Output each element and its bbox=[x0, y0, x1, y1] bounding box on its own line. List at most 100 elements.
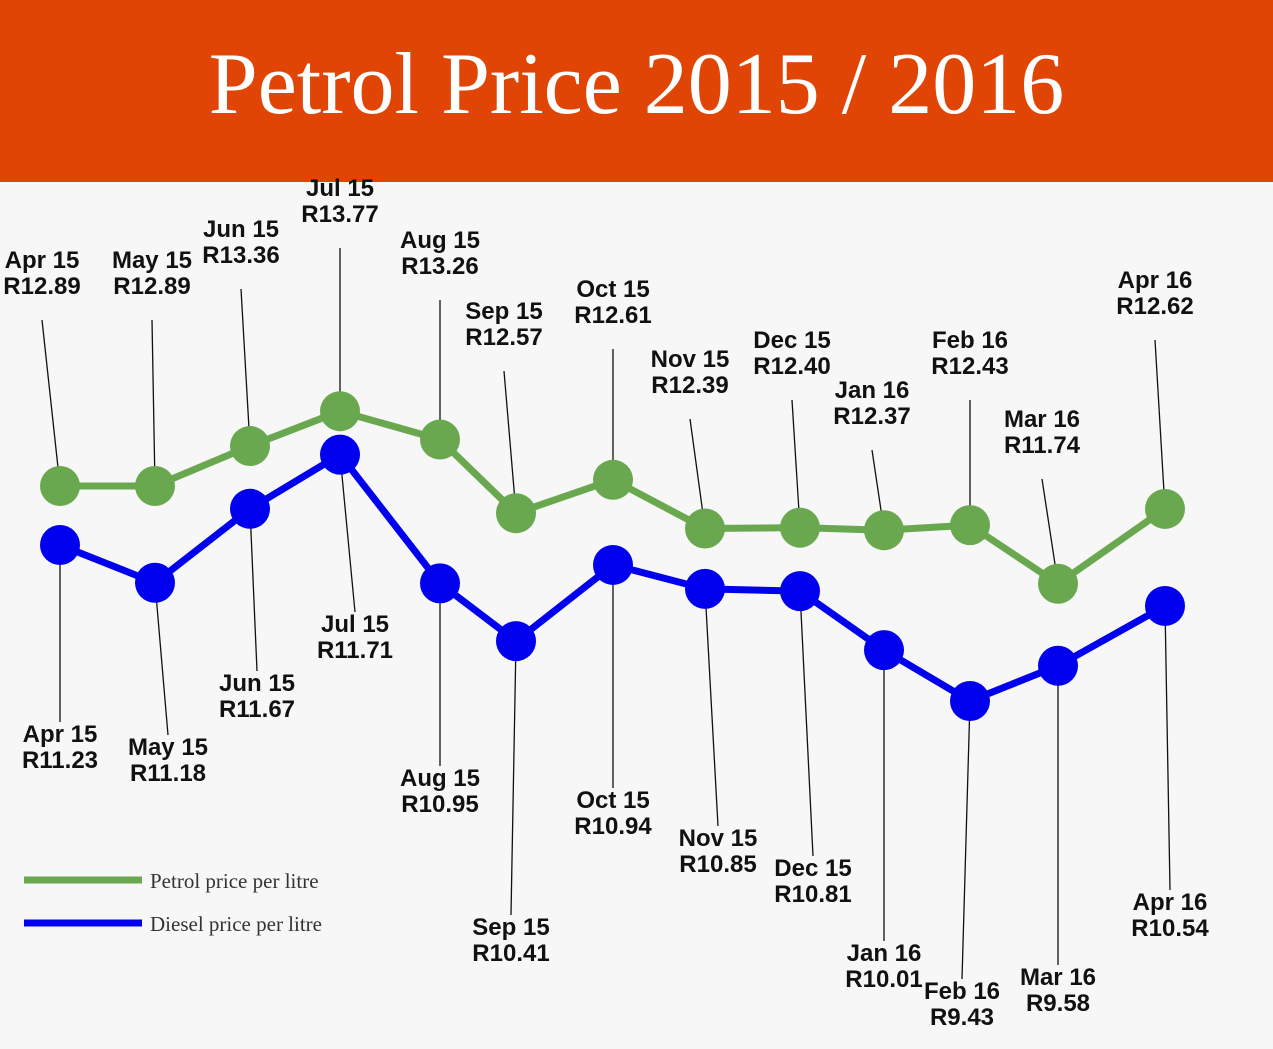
diesel-price-label: R10.54 bbox=[1131, 915, 1209, 942]
diesel-month-label: Mar 16 bbox=[1020, 964, 1096, 991]
petrol-point-may-15 bbox=[135, 466, 175, 506]
diesel-month-label: Apr 15 bbox=[23, 721, 98, 748]
diesel-leader-line bbox=[799, 591, 814, 857]
petrol-point-mar-16 bbox=[1038, 563, 1078, 604]
petrol-month-label: Mar 16 bbox=[1004, 406, 1080, 433]
petrol-month-label: Aug 15 bbox=[400, 227, 480, 254]
diesel-price-label: R11.18 bbox=[130, 760, 206, 787]
petrol-month-label: Jan 16 bbox=[835, 377, 910, 404]
diesel-month-label: Feb 16 bbox=[924, 978, 1000, 1005]
diesel-price-label: R9.43 bbox=[930, 1004, 994, 1031]
petrol-leader-line bbox=[151, 319, 156, 487]
petrol-month-label: Apr 16 bbox=[1118, 267, 1193, 294]
petrol-month-label: Sep 15 bbox=[465, 298, 542, 325]
diesel-month-label: Apr 16 bbox=[1133, 889, 1208, 916]
petrol-price-label: R11.74 bbox=[1004, 432, 1081, 459]
petrol-month-label: Jul 15 bbox=[306, 175, 374, 202]
petrol-price-label: R13.26 bbox=[401, 253, 478, 280]
petrol-month-label: Jun 15 bbox=[203, 216, 279, 243]
petrol-point-aug-15 bbox=[420, 419, 460, 460]
diesel-month-label: Jun 15 bbox=[219, 670, 295, 697]
diesel-leader-line bbox=[339, 454, 356, 613]
diesel-month-label: Jan 16 bbox=[847, 940, 922, 967]
diesel-month-label: Jul 15 bbox=[321, 611, 389, 638]
title-banner: Petrol Price 2015 / 2016 bbox=[0, 0, 1273, 182]
diesel-point-mar-16 bbox=[1038, 645, 1078, 686]
legend: Petrol price per litre Diesel price per l… bbox=[24, 869, 322, 936]
petrol-month-label: Apr 15 bbox=[5, 247, 80, 274]
petrol-price-label: R12.62 bbox=[1116, 293, 1193, 320]
diesel-price-label: R10.81 bbox=[774, 881, 851, 908]
diesel-month-label: Oct 15 bbox=[576, 787, 649, 814]
petrol-price-label: R12.89 bbox=[3, 273, 80, 300]
petrol-price-label: R13.77 bbox=[301, 201, 378, 228]
petrol-leader-line bbox=[503, 370, 517, 514]
diesel-point-oct-15 bbox=[593, 544, 633, 585]
petrol-point-sep-15 bbox=[496, 493, 536, 534]
diesel-month-label: Dec 15 bbox=[774, 855, 851, 882]
diesel-leader-line bbox=[154, 582, 169, 736]
petrol-point-apr-15 bbox=[40, 466, 80, 506]
petrol-price-label: R12.57 bbox=[465, 324, 542, 351]
diesel-month-label: Aug 15 bbox=[400, 765, 480, 792]
petrol-point-dec-15 bbox=[780, 507, 820, 548]
petrol-price-label: R12.40 bbox=[753, 353, 830, 380]
petrol-leader-line bbox=[41, 319, 61, 487]
chart-title: Petrol Price 2015 / 2016 bbox=[208, 36, 1065, 133]
petrol-month-label: Oct 15 bbox=[576, 276, 649, 303]
diesel-leader-line bbox=[249, 508, 258, 672]
petrol-legend-label: Petrol price per litre bbox=[150, 869, 319, 893]
diesel-point-jun-15 bbox=[230, 488, 270, 529]
diesel-point-dec-15 bbox=[780, 571, 820, 612]
diesel-price-label: R10.85 bbox=[679, 851, 756, 878]
diesel-month-label: Sep 15 bbox=[472, 914, 549, 941]
diesel-leader-line bbox=[1164, 605, 1171, 891]
petrol-price-label: R12.89 bbox=[113, 273, 190, 300]
petrol-point-jan-16 bbox=[864, 510, 904, 551]
petrol-leader-line bbox=[1154, 339, 1166, 509]
petrol-month-label: Feb 16 bbox=[932, 327, 1008, 354]
diesel-point-nov-15 bbox=[685, 568, 725, 609]
petrol-point-feb-16 bbox=[950, 505, 990, 546]
petrol-price-label: R13.36 bbox=[202, 242, 279, 269]
diesel-leader-line bbox=[961, 700, 971, 980]
petrol-month-label: May 15 bbox=[112, 247, 192, 274]
petrol-month-label: Dec 15 bbox=[753, 327, 830, 354]
diesel-price-label: R9.58 bbox=[1026, 990, 1090, 1017]
diesel-price-label: R10.41 bbox=[472, 940, 549, 967]
petrol-point-jul-15 bbox=[320, 391, 360, 432]
petrol-price-label: R12.39 bbox=[651, 372, 728, 399]
diesel-month-label: Nov 15 bbox=[679, 825, 758, 852]
diesel-point-apr-16 bbox=[1145, 585, 1185, 626]
diesel-point-jul-15 bbox=[320, 434, 360, 475]
diesel-point-aug-15 bbox=[420, 563, 460, 604]
petrol-leader-line bbox=[240, 288, 251, 447]
petrol-month-label: Nov 15 bbox=[651, 346, 730, 373]
diesel-legend-label: Diesel price per litre bbox=[150, 912, 322, 936]
diesel-price-label: R10.01 bbox=[845, 966, 922, 993]
diesel-leader-line bbox=[704, 588, 719, 827]
diesel-point-sep-15 bbox=[496, 621, 536, 662]
series-points bbox=[40, 391, 1185, 721]
petrol-price-label: R12.61 bbox=[574, 302, 651, 329]
petrol-point-oct-15 bbox=[593, 459, 633, 500]
diesel-point-jan-16 bbox=[864, 630, 904, 671]
diesel-price-label: R11.71 bbox=[317, 637, 393, 664]
petrol-point-nov-15 bbox=[685, 508, 725, 549]
diesel-price-label: R11.23 bbox=[22, 747, 98, 774]
petrol-price-label: R12.43 bbox=[931, 353, 1008, 380]
diesel-month-label: May 15 bbox=[128, 734, 208, 761]
diesel-price-label: R10.95 bbox=[401, 791, 478, 818]
diesel-point-feb-16 bbox=[950, 681, 990, 721]
diesel-price-label: R11.67 bbox=[219, 696, 295, 723]
diesel-price-label: R10.94 bbox=[574, 813, 652, 840]
petrol-point-jun-15 bbox=[230, 426, 270, 467]
diesel-point-apr-15 bbox=[40, 525, 80, 565]
petrol-leader-line bbox=[791, 399, 801, 528]
petrol-price-label: R12.37 bbox=[833, 403, 910, 430]
petrol-point-apr-16 bbox=[1145, 488, 1185, 529]
diesel-point-may-15 bbox=[135, 562, 175, 603]
diesel-leader-line bbox=[510, 641, 517, 916]
